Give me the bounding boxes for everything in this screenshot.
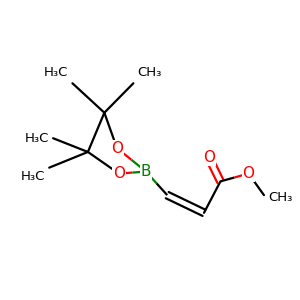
Text: O: O	[242, 166, 254, 181]
Text: B: B	[141, 164, 151, 179]
Text: CH₃: CH₃	[268, 190, 292, 204]
Text: H₃C: H₃C	[44, 66, 69, 79]
Text: H₃C: H₃C	[25, 132, 49, 145]
Text: O: O	[111, 140, 123, 155]
Text: O: O	[113, 166, 125, 181]
Text: O: O	[203, 150, 215, 165]
Text: CH₃: CH₃	[137, 66, 162, 79]
Text: H₃C: H₃C	[21, 169, 45, 183]
